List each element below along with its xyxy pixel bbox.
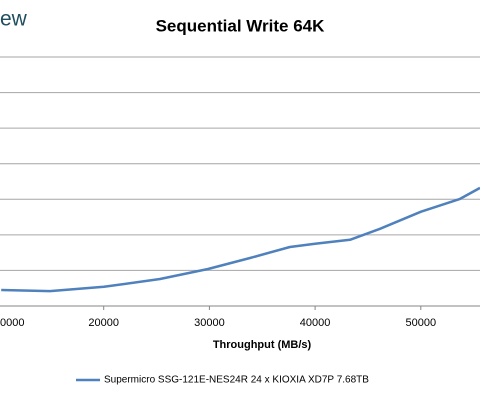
x-tick-label: 30000 — [194, 317, 225, 329]
data-line — [1, 186, 480, 293]
x-tick-label: 0000 — [0, 317, 24, 329]
x-tick-label: 40000 — [300, 317, 331, 329]
x-tick-label: 20000 — [88, 317, 119, 329]
x-tick-label: 50000 — [406, 317, 437, 329]
logo: ew — [0, 8, 28, 31]
chart-title: Sequential Write 64K — [156, 16, 326, 35]
x-axis-label: Throughput (MB/s) — [213, 339, 312, 351]
legend-label: Supermicro SSG-121E-NES24R 24 x KIOXIA X… — [104, 375, 369, 386]
